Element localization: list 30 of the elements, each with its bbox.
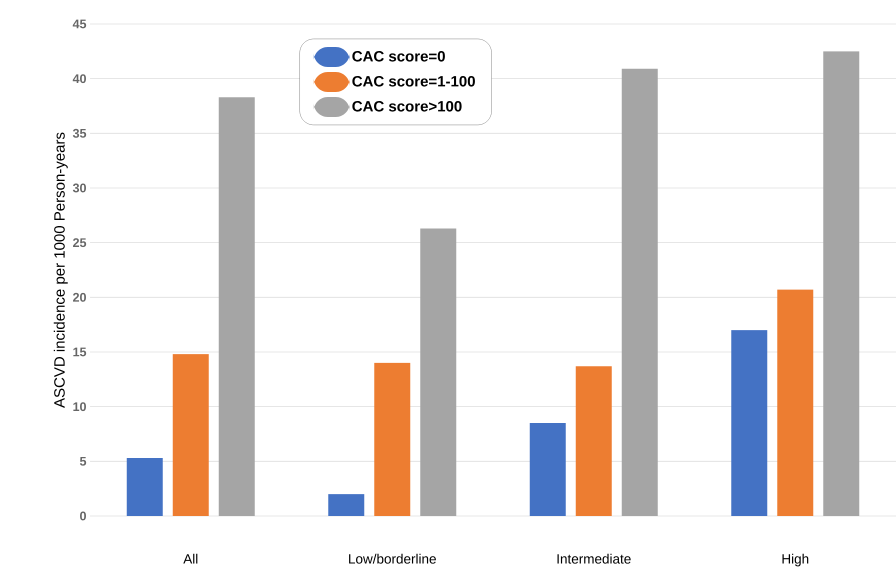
y-tick-label: 45 (72, 20, 86, 28)
bar (530, 423, 566, 516)
legend-label: CAC score>100 (352, 100, 462, 112)
y-tick-label: 30 (72, 184, 86, 192)
bar (374, 362, 410, 516)
y-tick-label: 15 (73, 348, 86, 356)
legend-label: CAC score=1-100 (352, 76, 475, 87)
x-tick-label: All (183, 554, 198, 564)
bar (328, 494, 364, 516)
y-tick-label: 25 (73, 238, 86, 248)
bar (823, 51, 860, 516)
x-tick-label: Low/borderline (349, 554, 436, 564)
bar (172, 354, 209, 516)
bar (576, 366, 612, 516)
y-tick-label: 35 (72, 128, 86, 138)
y-tick-label: 10 (73, 402, 86, 412)
bar (420, 228, 456, 516)
bar (777, 290, 814, 516)
bar (126, 458, 163, 516)
legend-label: CAC score=0 (352, 50, 445, 62)
y-axis-title: ASCVD incidence per 1000 Person-years (54, 132, 68, 408)
bar (731, 330, 768, 516)
y-tick-label: 20 (73, 292, 86, 302)
bar (218, 97, 255, 516)
x-tick-label: High (782, 554, 808, 566)
y-tick-label: 40 (72, 74, 86, 84)
y-tick-label: 5 (80, 456, 86, 466)
x-tick-label: Intermediate (557, 554, 631, 564)
bar (622, 68, 658, 516)
y-tick-label: 0 (80, 512, 86, 520)
